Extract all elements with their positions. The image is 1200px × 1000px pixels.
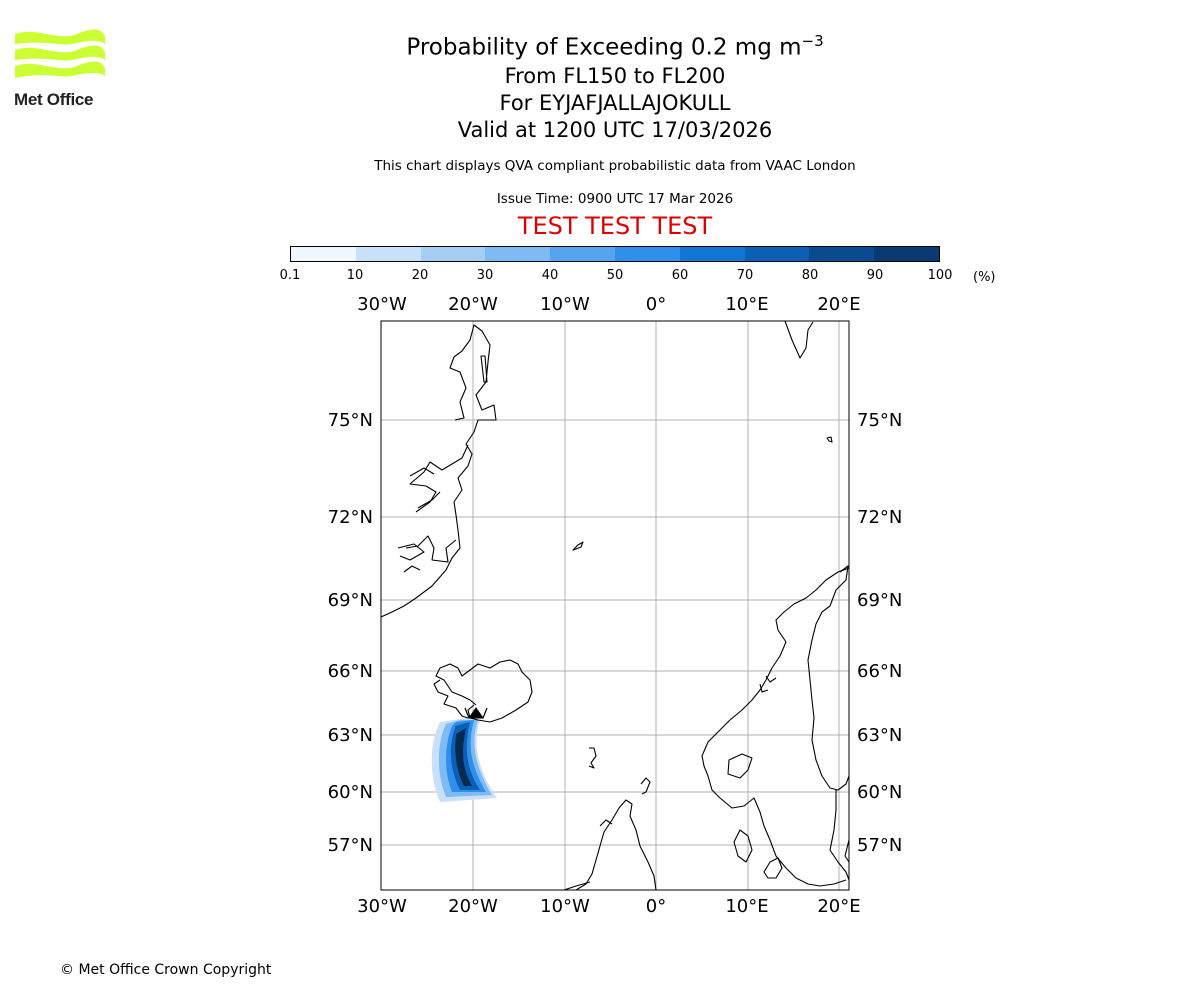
lon-label-top: 30°W [357,294,407,315]
lon-label-top: 0° [646,294,666,315]
lat-label-right: 60°N [857,782,902,803]
colorbar-swatch [809,247,875,261]
lat-label-right: 63°N [857,725,902,746]
test-banner: TEST TEST TEST [517,212,713,240]
colorbar-swatch [485,247,551,261]
colorbar-tick-label: 50 [606,268,624,283]
subtitle: This chart displays QVA compliant probab… [374,158,856,174]
colorbar-swatch [355,247,421,261]
lon-label-top: 20°W [448,294,498,315]
logo-text: Met Office [14,90,94,109]
colorbar-tick-label: 30 [476,268,494,283]
colorbar-tick-label: 100 [927,268,953,283]
title-main: Probability of Exceeding 0.2 mg m−3 [406,32,824,61]
title-levels: From FL150 to FL200 [504,63,726,88]
copyright: © Met Office Crown Copyright [60,962,272,978]
colorbar-tick-label: 20 [411,268,429,283]
lat-label-left: 63°N [328,725,373,746]
chart-title: Probability of Exceeding 0.2 mg m−3 From… [0,26,1200,144]
lat-label-left: 57°N [328,835,373,856]
map-frame [380,320,850,891]
lat-label-right: 69°N [857,590,902,611]
colorbar-tick-label: 10 [346,268,364,283]
colorbar-swatch [291,247,356,261]
colorbar-swatch [614,247,680,261]
coastlines [381,321,849,890]
lon-label-bottom: 10°W [540,896,590,917]
lat-label-left: 75°N [328,410,373,431]
lat-label-right: 75°N [857,410,902,431]
lon-label-bottom: 0° [646,896,666,917]
colorbar-tick-label: 80 [801,268,819,283]
lon-label-top: 10°E [725,294,768,315]
lat-label-right: 66°N [857,661,902,682]
met-office-logo: Met Office [12,28,112,114]
lon-label-bottom: 20°W [448,896,498,917]
lon-label-bottom: 20°E [817,896,860,917]
colorbar-tick-label: 40 [541,268,559,283]
volcano-marker [464,707,488,719]
colorbar-unit: (%) [973,270,996,285]
issue-time: Issue Time: 0900 UTC 17 Mar 2026 [496,191,734,207]
lat-label-right: 57°N [857,835,902,856]
lon-label-bottom: 10°E [725,896,768,917]
colorbar-swatch [679,247,745,261]
lat-label-left: 66°N [328,661,373,682]
title-valid: Valid at 1200 UTC 17/03/2026 [457,117,773,142]
title-volcano: For EYJAFJALLAJOKULL [499,90,731,115]
lat-label-left: 72°N [328,507,373,528]
colorbar-swatch [550,247,615,261]
ash-probability-plume [431,718,497,802]
lon-label-bottom: 30°W [357,896,407,917]
lat-label-left: 69°N [328,590,373,611]
lat-label-right: 72°N [857,507,902,528]
title-superscript: −3 [801,32,824,50]
colorbar-swatch [744,247,810,261]
colorbar-swatch [874,247,939,261]
colorbar-tick-label: 90 [866,268,884,283]
colorbar-swatch [420,247,486,261]
lon-label-top: 10°W [540,294,590,315]
colorbar-tick-label: 70 [736,268,754,283]
colorbar [290,246,940,262]
colorbar-ticks: 0.1 10 20 30 40 50 60 70 80 90 100 [0,268,1200,288]
lon-label-top: 20°E [817,294,860,315]
lat-label-left: 60°N [328,782,373,803]
colorbar-tick-label: 0.1 [279,268,301,283]
colorbar-tick-label: 60 [671,268,689,283]
met-office-wave-icon [15,29,105,78]
